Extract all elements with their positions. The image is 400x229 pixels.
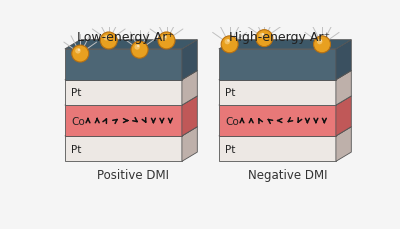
Circle shape: [164, 36, 166, 39]
Polygon shape: [219, 96, 351, 106]
Circle shape: [227, 40, 230, 43]
Polygon shape: [65, 80, 182, 106]
Polygon shape: [336, 96, 351, 136]
Circle shape: [75, 49, 80, 54]
Circle shape: [256, 30, 273, 47]
Polygon shape: [182, 127, 197, 162]
Polygon shape: [65, 106, 182, 136]
Circle shape: [78, 49, 80, 52]
Circle shape: [134, 45, 140, 50]
Text: Co: Co: [71, 116, 85, 126]
Polygon shape: [65, 127, 197, 136]
Text: Low-energy Ar⁺: Low-energy Ar⁺: [77, 31, 174, 44]
Text: Co: Co: [225, 116, 239, 126]
Circle shape: [158, 33, 175, 50]
Circle shape: [259, 34, 265, 39]
Polygon shape: [65, 41, 197, 50]
Circle shape: [131, 42, 148, 59]
Circle shape: [137, 45, 140, 48]
Circle shape: [317, 40, 322, 45]
Polygon shape: [65, 136, 182, 162]
Polygon shape: [219, 41, 351, 50]
Circle shape: [224, 40, 230, 45]
Circle shape: [100, 33, 117, 50]
Circle shape: [162, 36, 167, 41]
Polygon shape: [219, 71, 351, 80]
Polygon shape: [336, 127, 351, 162]
Circle shape: [104, 36, 109, 41]
Text: High-energy Ar⁺: High-energy Ar⁺: [229, 31, 330, 44]
Polygon shape: [65, 96, 197, 106]
Text: Positive DMI: Positive DMI: [97, 169, 169, 182]
Text: Pt: Pt: [225, 144, 235, 154]
Polygon shape: [219, 80, 336, 106]
Polygon shape: [65, 71, 197, 80]
Circle shape: [320, 40, 322, 43]
Polygon shape: [182, 96, 197, 136]
Text: Negative DMI: Negative DMI: [248, 169, 327, 182]
Circle shape: [314, 37, 330, 54]
Text: Pt: Pt: [71, 144, 81, 154]
Polygon shape: [219, 127, 351, 136]
Text: Pt: Pt: [225, 88, 235, 98]
Circle shape: [72, 46, 89, 63]
Polygon shape: [336, 41, 351, 80]
Polygon shape: [219, 136, 336, 162]
Circle shape: [262, 34, 264, 36]
Circle shape: [106, 36, 109, 39]
Polygon shape: [336, 71, 351, 106]
Polygon shape: [182, 41, 197, 80]
Polygon shape: [182, 71, 197, 106]
Polygon shape: [219, 50, 336, 80]
Text: Pt: Pt: [71, 88, 81, 98]
Circle shape: [221, 37, 238, 54]
Polygon shape: [65, 50, 182, 80]
Polygon shape: [219, 106, 336, 136]
